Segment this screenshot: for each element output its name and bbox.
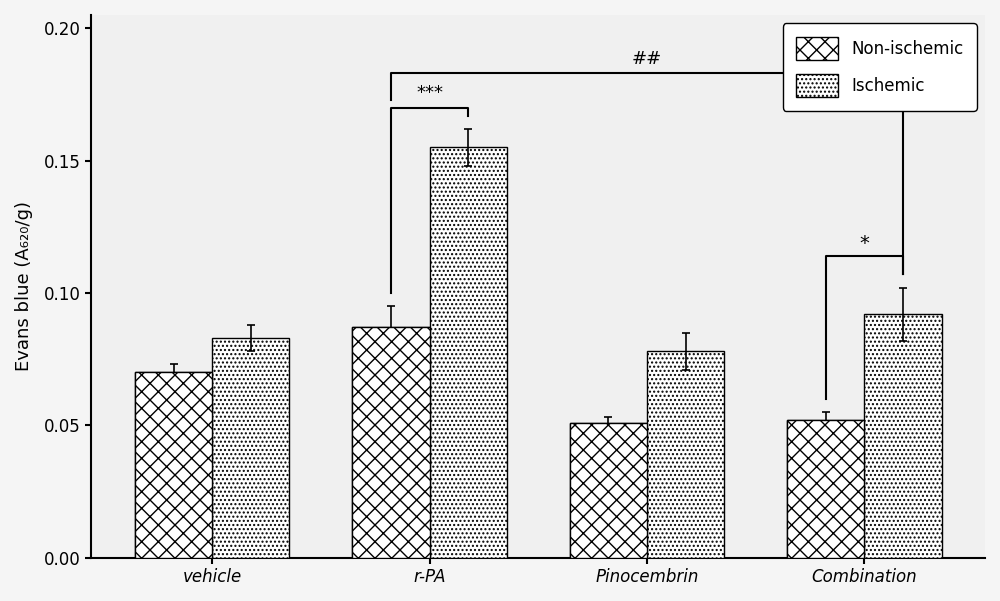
- Bar: [430, 147, 507, 558]
- Bar: [864, 314, 942, 558]
- Legend: Non-ischemic, Ischemic: Non-ischemic, Ischemic: [783, 23, 977, 111]
- Bar: [647, 351, 724, 558]
- Text: *: *: [859, 234, 869, 253]
- Bar: [212, 338, 289, 558]
- Bar: [787, 420, 864, 558]
- Y-axis label: Evans blue (A₆₂₀/g): Evans blue (A₆₂₀/g): [15, 201, 33, 371]
- Text: ***: ***: [416, 84, 443, 102]
- Bar: [352, 328, 430, 558]
- Bar: [352, 328, 430, 558]
- Bar: [787, 420, 864, 558]
- Bar: [570, 423, 647, 558]
- Bar: [135, 372, 212, 558]
- Bar: [570, 423, 647, 558]
- Bar: [135, 372, 212, 558]
- Text: ##: ##: [632, 50, 662, 68]
